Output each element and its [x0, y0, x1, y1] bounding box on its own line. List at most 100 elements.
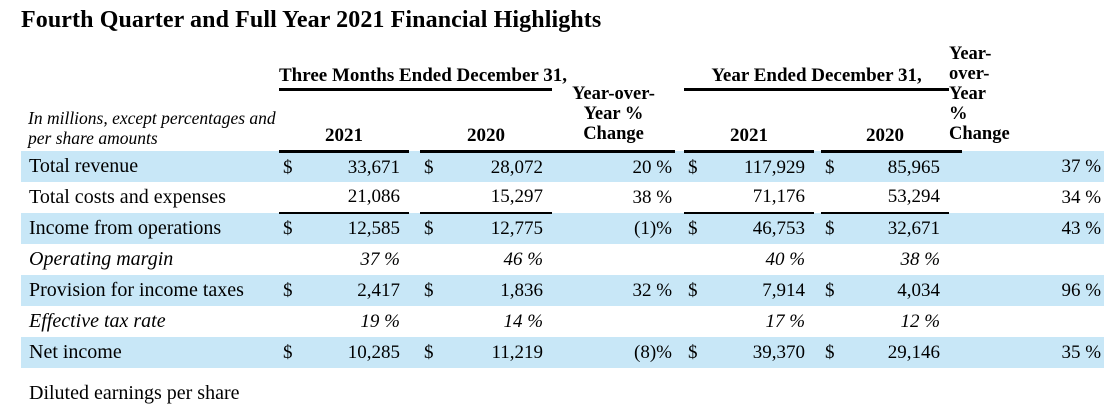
dollar-sign: $ [684, 275, 715, 307]
dollar-sign: $ [420, 151, 450, 183]
cell-year-2020: 29,146 [851, 337, 950, 369]
cell-quarter-yoy-change: (1)% [552, 213, 676, 245]
column-header-quarter-yoy-change: Year-over- Year % Change [552, 45, 676, 153]
cell-spacer [675, 337, 685, 369]
cell-spacer [409, 368, 420, 406]
dollar-sign [684, 306, 714, 337]
cell-spacer [675, 244, 684, 275]
cell-year-yoy-change: 36 % [962, 368, 1104, 406]
cell-quarter-2020: 3.88 [450, 368, 552, 406]
cell-quarter-2020: 46 % [503, 248, 544, 270]
dollar-sign: $ [684, 337, 715, 369]
cell-quarter-yoy-change [552, 306, 675, 337]
cell-year-2021: 39,370 [714, 337, 815, 369]
cell-quarter-2021: 2,417 [309, 275, 409, 307]
column-header-year-yoy-change: Year-over- Year % Change [949, 44, 1010, 153]
column-header-quarter-2021: 2021 [279, 89, 409, 153]
cell-spacer [949, 275, 963, 307]
dollar-sign [420, 182, 450, 215]
dollar-sign: $ [821, 151, 852, 183]
cell-quarter-yoy-change: (5)% [552, 368, 675, 406]
table-row: Income from operations $12,585 $12,775 (1)%… [21, 213, 1105, 245]
dollar-sign: $ [420, 213, 450, 245]
cell-spacer [409, 151, 420, 183]
cell-spacer [409, 244, 420, 275]
dollar-sign: $ [279, 368, 309, 406]
cell-year-2021: 13.77 [714, 368, 814, 406]
cell-spacer [949, 368, 962, 406]
dollar-sign: $ [821, 275, 852, 307]
cell-year-2020: 12 % [900, 310, 941, 332]
table-row: Effective tax rate 19 % 14 % 17 % 12 % [21, 306, 1104, 337]
column-header-year-2021: 2021 [684, 89, 815, 153]
cell-year-2021: 71,176 [714, 182, 815, 215]
cell-year-2021: 46,753 [714, 213, 815, 245]
dollar-sign [684, 182, 715, 215]
table-row: Total revenue $33,671 $28,072 20 % $117,929 $… [21, 151, 1105, 183]
dollar-sign: $ [821, 337, 852, 369]
dollar-sign [420, 306, 450, 337]
cell-year-yoy-change [962, 244, 1104, 275]
cell-quarter-2021: 3.67 [309, 368, 409, 406]
cell-spacer [814, 182, 821, 213]
header-spacer [814, 90, 821, 152]
cell-quarter-2020: 1,836 [450, 275, 553, 307]
cell-year-2020: 85,965 [851, 151, 950, 183]
cell-spacer [814, 306, 821, 337]
cell-spacer [814, 275, 822, 307]
cell-spacer [675, 182, 684, 213]
cell-quarter-2021: 10,285 [309, 337, 409, 369]
table-row: Operating margin 37 % 46 % 40 % 38 % [21, 244, 1104, 275]
table-body: Total revenue $33,671 $28,072 20 % $117,929 $… [21, 151, 1105, 406]
cell-spacer [949, 244, 962, 275]
row-label: Total revenue [21, 151, 279, 183]
dollar-sign [821, 306, 851, 337]
dollar-sign [821, 244, 851, 275]
cell-quarter-yoy-change: 20 % [552, 151, 676, 183]
cell-spacer [949, 182, 962, 213]
cell-spacer [814, 213, 822, 245]
cell-year-2020: 10.09 [851, 368, 949, 406]
header-spacer [675, 45, 684, 151]
cell-spacer [675, 213, 685, 245]
row-label: Total costs and expenses [29, 186, 226, 209]
table-row: Diluted earnings per share (EPS)$3.67$3.… [21, 368, 1104, 406]
cell-spacer [409, 182, 420, 213]
row-label: Diluted earnings per share (EPS) [29, 382, 240, 406]
financial-highlights-table: In millions, except percentages and per … [21, 44, 1105, 406]
cell-spacer [949, 213, 963, 245]
header-spacer [409, 90, 420, 152]
cell-quarter-yoy-change [552, 244, 675, 275]
cell-spacer [675, 275, 685, 307]
cell-year-2020: 38 % [900, 248, 941, 270]
dollar-sign: $ [684, 151, 715, 183]
cell-year-2020: 4,034 [851, 275, 950, 307]
cell-spacer [675, 368, 684, 406]
cell-year-2021: 17 % [765, 310, 806, 332]
table-row: Provision for income taxes $2,417 $1,836 32… [21, 275, 1105, 307]
cell-spacer [814, 244, 821, 275]
dollar-sign: $ [420, 368, 450, 406]
cell-spacer [949, 306, 962, 337]
dollar-sign [684, 244, 714, 275]
cell-quarter-2021: 19 % [360, 310, 400, 332]
cell-quarter-2021: 21,086 [309, 182, 409, 215]
row-label: Operating margin [29, 248, 174, 271]
dollar-sign [279, 244, 309, 275]
dollar-sign: $ [279, 337, 309, 369]
cell-quarter-2021: 37 % [360, 248, 400, 270]
cell-spacer [814, 368, 821, 406]
row-label: Effective tax rate [29, 310, 166, 333]
dollar-sign: $ [279, 213, 309, 245]
cell-quarter-2020: 12,775 [450, 213, 553, 245]
table-row: Total costs and expenses 21,086 15,297 38 %… [21, 182, 1104, 215]
page-title: Fourth Quarter and Full Year 2021 Financ… [21, 7, 602, 33]
cell-spacer [409, 306, 420, 337]
cell-year-yoy-change: 37 % [962, 151, 1105, 183]
cell-quarter-2021: 33,671 [309, 151, 409, 183]
column-group-quarter: Three Months Ended December 31, [279, 45, 567, 92]
cell-spacer [675, 151, 685, 183]
cell-spacer [949, 337, 963, 369]
cell-year-yoy-change: 34 % [1061, 186, 1102, 208]
